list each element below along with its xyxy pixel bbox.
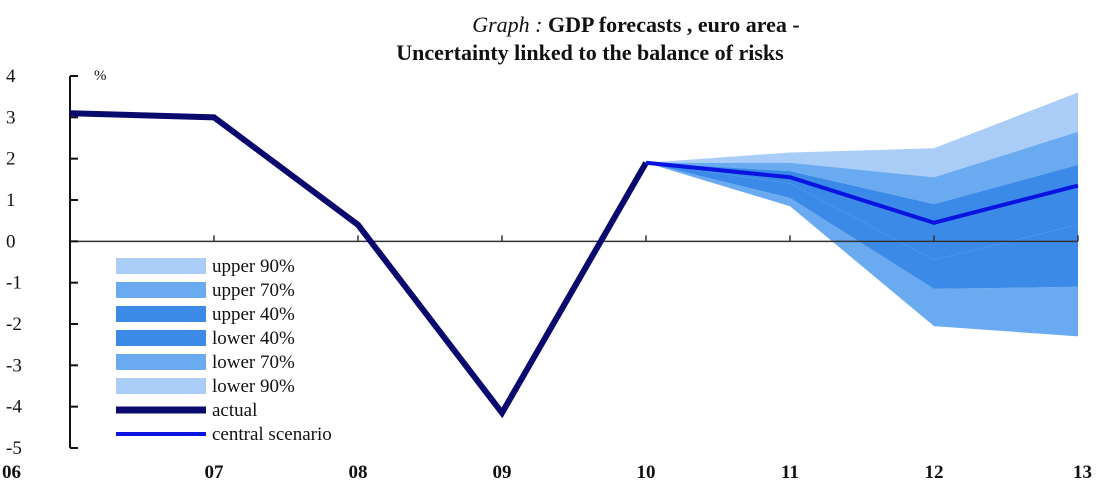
x-tick-label: 13 bbox=[1073, 462, 1092, 483]
y-tick-label: 1 bbox=[6, 190, 16, 211]
legend-label-lower-90-: lower 90% bbox=[212, 376, 295, 397]
y-tick-label: -4 bbox=[6, 397, 22, 418]
x-tick-label: 08 bbox=[349, 462, 368, 483]
fan-band-upper-40--to-lower-40- bbox=[646, 162, 1078, 260]
x-tick-label: 06 bbox=[2, 462, 21, 483]
x-tick-label: 07 bbox=[205, 462, 225, 483]
central-scenario-line bbox=[645, 160, 1079, 225]
y-tick-label: -2 bbox=[6, 314, 22, 335]
y-tick-label: 4 bbox=[6, 66, 16, 87]
legend-label-upper-40-: upper 40% bbox=[212, 304, 295, 325]
fan-band-lower-40--to-lower-70- bbox=[646, 162, 1078, 289]
legend-label-actual: actual bbox=[212, 400, 257, 421]
chart-title-prefix: Graph : bbox=[472, 12, 542, 37]
legend: upper 90% upper 70% upper 40% lower 40% lowe… bbox=[106, 252, 374, 452]
x-tick-label: 10 bbox=[637, 462, 656, 483]
fan-bands bbox=[646, 92, 1078, 337]
legend-swatch-lower-70- bbox=[116, 354, 206, 370]
y-tick-label: -5 bbox=[6, 438, 22, 459]
x-tick-label: 12 bbox=[925, 462, 944, 483]
chart-title-line-2: Uncertainty linked to the balance of ris… bbox=[396, 40, 784, 65]
y-tick-label: 3 bbox=[6, 107, 16, 128]
legend-swatch-lower-40- bbox=[116, 330, 206, 346]
legend-label-lower-40-: lower 40% bbox=[212, 328, 295, 349]
legend-swatch-upper-40- bbox=[116, 306, 206, 322]
legend-label-upper-70-: upper 70% bbox=[212, 280, 295, 301]
actual-line bbox=[69, 110, 649, 419]
y-tick-label: 2 bbox=[6, 149, 16, 170]
y-tick-label: -3 bbox=[6, 355, 22, 376]
x-tick-label: 09 bbox=[493, 462, 512, 483]
fan-band-upper-90--to-upper-70- bbox=[646, 92, 1078, 178]
legend-swatch-upper-70- bbox=[116, 282, 206, 298]
chart-title-rest: GDP forecasts , euro area - bbox=[543, 12, 800, 37]
legend-swatch-lower-90- bbox=[116, 378, 206, 394]
series-lines bbox=[69, 110, 1079, 419]
legend-label-central-scenario: central scenario bbox=[212, 424, 332, 445]
y-unit-label: % bbox=[94, 68, 107, 84]
chart-title-line-1: Graph : GDP forecasts , euro area - bbox=[472, 12, 800, 37]
legend-swatch-upper-90- bbox=[116, 258, 206, 274]
fan-band-lower-70--to-lower-90- bbox=[646, 162, 1078, 337]
legend-label-upper-90-: upper 90% bbox=[212, 256, 295, 277]
y-tick-label: -1 bbox=[6, 273, 22, 294]
x-tick-label: 11 bbox=[781, 462, 799, 483]
y-tick-label: 0 bbox=[6, 231, 16, 252]
legend-label-lower-70-: lower 70% bbox=[212, 352, 295, 373]
fan-band-upper-70--to-upper-40- bbox=[646, 131, 1078, 205]
